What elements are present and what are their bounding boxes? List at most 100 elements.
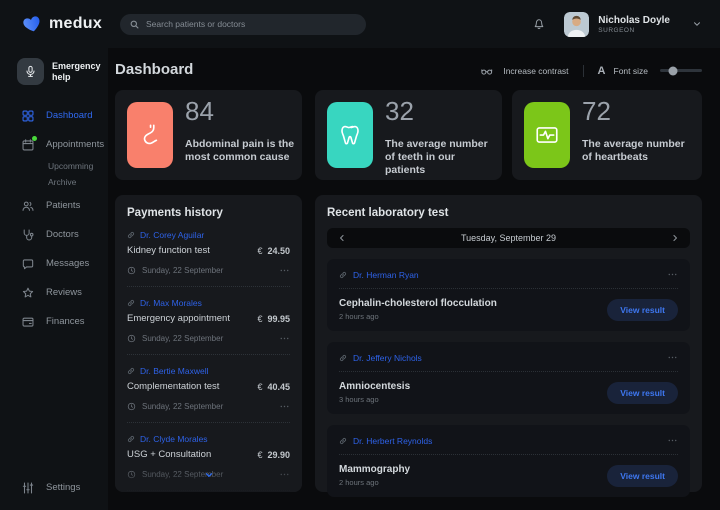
logo-text: medux [49, 15, 103, 32]
notifications-bell-icon[interactable] [532, 17, 546, 31]
sidebar-item-label: Appointments [46, 139, 105, 150]
doctor-name: Dr. Herbert Reynolds [353, 435, 433, 446]
sidebar-item-label: Messages [46, 258, 90, 269]
user-info[interactable]: Nicholas Doyle SURGEON [598, 15, 670, 34]
lab-result-card: Dr. Jeffery Nichols Amniocentesis 3 hour… [327, 342, 690, 414]
user-avatar[interactable] [564, 11, 590, 37]
dashboard-grid-icon [21, 109, 35, 123]
sidebar-subitem-upcomming[interactable]: Upcomming [48, 161, 94, 171]
stat-card-heartbeats: 72 The average number of heartbeats [512, 90, 702, 180]
chat-bubble-icon [21, 257, 35, 271]
slider-knob[interactable] [668, 66, 678, 75]
stat-value: 84 [185, 96, 214, 126]
stat-card-abdominal: 84 Abdominal pain is the most common cau… [115, 90, 302, 180]
more-options-icon[interactable] [667, 269, 678, 280]
wallet-icon [21, 315, 35, 329]
dotted-divider [339, 371, 678, 372]
search-input[interactable] [120, 13, 366, 35]
font-size-slider[interactable] [660, 66, 702, 75]
dotted-divider [339, 288, 678, 289]
view-result-button[interactable]: View result [607, 381, 678, 404]
user-name: Nicholas Doyle [598, 14, 670, 26]
next-day-chevron-right-icon[interactable] [670, 233, 680, 243]
sidebar-item-doctors[interactable]: Doctors [0, 226, 108, 243]
doctor-link[interactable]: Dr. Max Morales [127, 298, 290, 308]
sidebar-item-dashboard[interactable]: Dashboard [0, 107, 108, 124]
service-name: Complementation test [127, 381, 220, 392]
sidebar-item-patients[interactable]: Patients [0, 197, 108, 214]
settings-sliders-icon [21, 481, 35, 495]
payment-date: Sunday, 22 September [127, 402, 223, 411]
lab-result-card: Dr. Herbert Reynolds Mammography 2 hours… [327, 425, 690, 497]
doctor-link[interactable]: Dr. Herbert Reynolds [339, 436, 432, 446]
current-date-label: Tuesday, September 29 [460, 233, 557, 243]
service-name: Emergency appointment [127, 313, 230, 324]
notification-dot [32, 135, 37, 141]
link-icon [339, 437, 347, 445]
sidebar-item-label: Doctors [46, 229, 79, 240]
prev-day-chevron-left-icon[interactable] [337, 233, 347, 243]
sidebar-item-messages[interactable]: Messages [0, 255, 108, 272]
more-options-icon[interactable] [279, 469, 290, 480]
payment-row: Dr. Max Morales Emergency appointment €9… [127, 298, 290, 355]
accessibility-controls: Increase contrast A Font size [480, 63, 702, 78]
search-bar [120, 13, 366, 35]
dotted-divider [127, 354, 290, 355]
more-options-icon[interactable] [279, 401, 290, 412]
service-name: USG + Consultation [127, 449, 212, 460]
amount: €29.90 [257, 449, 290, 460]
view-result-button[interactable]: View result [607, 298, 678, 321]
more-options-icon[interactable] [279, 333, 290, 344]
sidebar-item-settings[interactable]: Settings [0, 479, 80, 496]
emergency-help-button[interactable]: Emergency help [17, 58, 108, 85]
payment-date: Sunday, 22 September [127, 266, 223, 275]
sidebar-item-label: Reviews [46, 287, 82, 298]
link-icon [339, 354, 347, 362]
amount: €40.45 [257, 381, 290, 392]
sidebar-item-finances[interactable]: Finances [0, 313, 108, 330]
link-icon [127, 367, 135, 375]
payment-date: Sunday, 22 September [127, 334, 223, 343]
payment-row: Dr. Corey Aguilar Kidney function test €… [127, 230, 290, 287]
app-logo[interactable]: medux [22, 14, 108, 34]
sidebar-item-reviews[interactable]: Reviews [0, 284, 108, 301]
more-options-icon[interactable] [279, 265, 290, 276]
topbar: medux Nicholas Doyle SURGEON [0, 0, 720, 48]
doctor-link[interactable]: Dr. Herman Ryan [339, 270, 419, 280]
link-icon [127, 299, 135, 307]
clock-icon [127, 402, 136, 411]
sidebar-subitem-archive[interactable]: Archive [48, 177, 77, 187]
sidebar-item-appointments[interactable]: Appointments [0, 135, 108, 153]
user-menu-chevron-down-icon[interactable] [692, 19, 702, 29]
test-name: Cephalin-cholesterol flocculation [339, 298, 497, 309]
doctor-link[interactable]: Dr. Corey Aguilar [127, 230, 290, 240]
amount: €99.95 [257, 313, 290, 324]
doctor-link[interactable]: Dr. Clyde Morales [127, 434, 290, 444]
stat-value: 72 [582, 96, 611, 126]
test-time: 2 hours ago [339, 312, 379, 321]
view-result-button[interactable]: View result [607, 464, 678, 487]
search-icon [129, 19, 140, 30]
font-size-label: Font size [613, 65, 649, 76]
glasses-icon [480, 63, 495, 78]
more-options-icon[interactable] [667, 435, 678, 446]
sidebar-item-label: Settings [46, 482, 81, 493]
dotted-divider [339, 454, 678, 455]
doctor-name: Dr. Jeffery Nichols [353, 352, 422, 363]
heart-logo-icon [20, 12, 44, 36]
link-icon [339, 271, 347, 279]
more-options-icon[interactable] [667, 352, 678, 363]
doctor-name: Dr. Clyde Morales [140, 434, 208, 444]
scroll-more-chevron-down-icon[interactable] [204, 470, 214, 480]
amount: €24.50 [257, 245, 290, 256]
doctor-link[interactable]: Dr. Bertie Maxwell [127, 366, 290, 376]
recent-lab-panel: Recent laboratory test Tuesday, Septembe… [315, 195, 702, 497]
microphone-icon [17, 58, 44, 85]
increase-contrast-toggle[interactable]: Increase contrast [503, 65, 569, 76]
doctor-name: Dr. Bertie Maxwell [140, 366, 209, 376]
calendar-icon [21, 135, 37, 152]
dotted-divider [127, 422, 290, 423]
doctor-link[interactable]: Dr. Jeffery Nichols [339, 353, 422, 363]
doctor-name: Dr. Herman Ryan [353, 269, 419, 280]
stat-description: The average number of teeth in our patie… [385, 138, 488, 176]
